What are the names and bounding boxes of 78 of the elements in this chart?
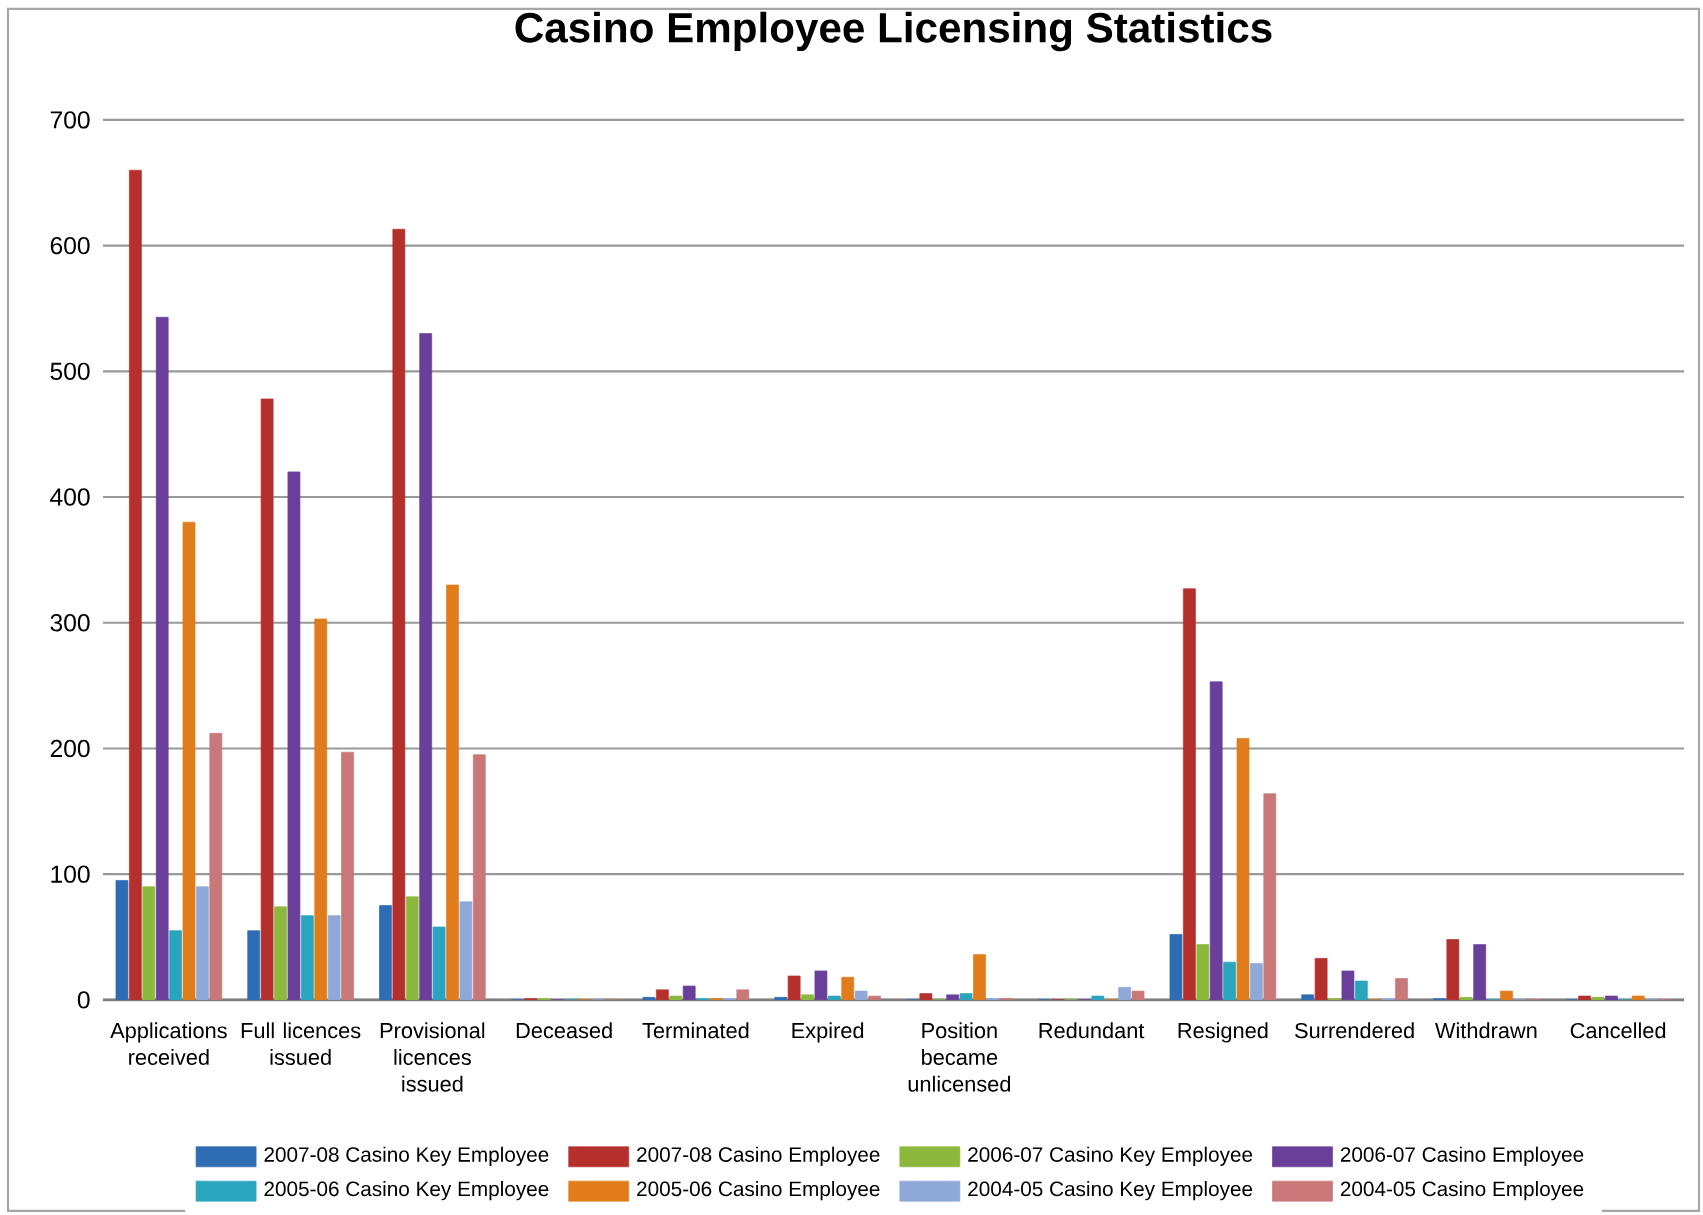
x-tick-label: Expired	[792, 1022, 864, 1043]
legend-label: 2005-06 Casino Key Employee	[264, 1180, 549, 1201]
bar	[1250, 962, 1263, 1000]
bar	[774, 996, 788, 1000]
y-tick-label: 100	[51, 865, 90, 883]
bar	[1591, 996, 1605, 1000]
bar	[1196, 944, 1210, 1000]
bar	[209, 732, 223, 1000]
bar	[1209, 681, 1223, 1000]
bar	[1118, 986, 1131, 1000]
y-tick-label: 700	[50, 111, 90, 129]
bar	[459, 901, 473, 1000]
x-tick-label: Applications received	[110, 1022, 227, 1065]
bar	[247, 930, 261, 1000]
y-tick-label: 600	[50, 236, 90, 255]
x-tick-label: Cancelled	[1570, 1022, 1666, 1039]
bar	[115, 879, 129, 1000]
bar	[1301, 994, 1315, 1000]
x-tick-label: Provisional licences issued	[380, 1022, 485, 1092]
y-tick-label: 500	[50, 362, 90, 380]
legend-label: 2007-08 Casino Employee	[637, 1146, 880, 1166]
y-tick-label: 300	[50, 613, 90, 632]
bar	[419, 333, 433, 1000]
x-tick-label: Full licences issued	[241, 1022, 361, 1065]
bar	[1314, 957, 1328, 1000]
x-tick-label: Resigned	[1178, 1022, 1268, 1043]
x-tick-label: Position became unlicensed	[908, 1022, 1011, 1092]
chart-title: Casino Employee Licensing Statistics	[515, 11, 1272, 52]
y-tick-label: 400	[50, 488, 90, 506]
bar	[1183, 588, 1196, 1000]
bar	[801, 994, 814, 1000]
bar	[129, 169, 142, 1000]
legend-label: 2004-05 Casino Key Employee	[968, 1180, 1253, 1201]
x-tick-label: Surrendered	[1295, 1022, 1414, 1039]
bar	[868, 995, 881, 1000]
y-tick-label: 0	[77, 991, 90, 1009]
bar	[327, 915, 341, 1000]
bar	[854, 990, 868, 1000]
bar	[787, 975, 801, 1000]
bar	[260, 398, 274, 1000]
bar	[946, 994, 960, 1000]
legend-label: 2005-06 Casino Employee	[637, 1180, 880, 1201]
bar	[392, 228, 406, 1000]
bar	[1131, 990, 1145, 1000]
bar	[682, 985, 696, 1000]
legend-label: 2006-07 Casino Employee	[1340, 1146, 1584, 1166]
bar	[919, 993, 933, 1000]
bar	[405, 896, 419, 1000]
bar	[341, 751, 354, 1000]
bar	[656, 989, 669, 1000]
bar	[287, 471, 301, 1000]
x-tick-label: Withdrawn	[1435, 1022, 1537, 1039]
bar	[1341, 970, 1355, 1000]
bar	[669, 995, 683, 1000]
bar	[1578, 995, 1591, 1000]
bar	[1395, 977, 1408, 1000]
bar	[642, 996, 656, 1000]
bar	[814, 970, 828, 1000]
bar	[196, 886, 209, 1000]
bar	[1473, 944, 1487, 1000]
bar	[472, 754, 486, 1000]
bar	[379, 905, 392, 1000]
y-tick-label: 200	[50, 739, 90, 757]
x-tick-label: Terminated	[642, 1022, 749, 1039]
bar	[274, 906, 287, 1000]
bar	[1263, 793, 1277, 1000]
bar	[142, 886, 156, 1000]
bar	[736, 989, 750, 1000]
bar	[1169, 933, 1183, 1000]
bar	[1459, 996, 1473, 1000]
legend-label: 2006-07 Casino Key Employee	[968, 1146, 1253, 1166]
bar	[1605, 995, 1618, 1000]
bar	[155, 316, 169, 1000]
x-tick-label: Redundant	[1039, 1022, 1145, 1039]
bar	[1446, 939, 1460, 1000]
legend-label: 2004-05 Casino Employee	[1340, 1180, 1584, 1201]
legend-label: 2007-08 Casino Key Employee	[264, 1146, 549, 1166]
x-tick-label: Deceased	[516, 1022, 612, 1039]
